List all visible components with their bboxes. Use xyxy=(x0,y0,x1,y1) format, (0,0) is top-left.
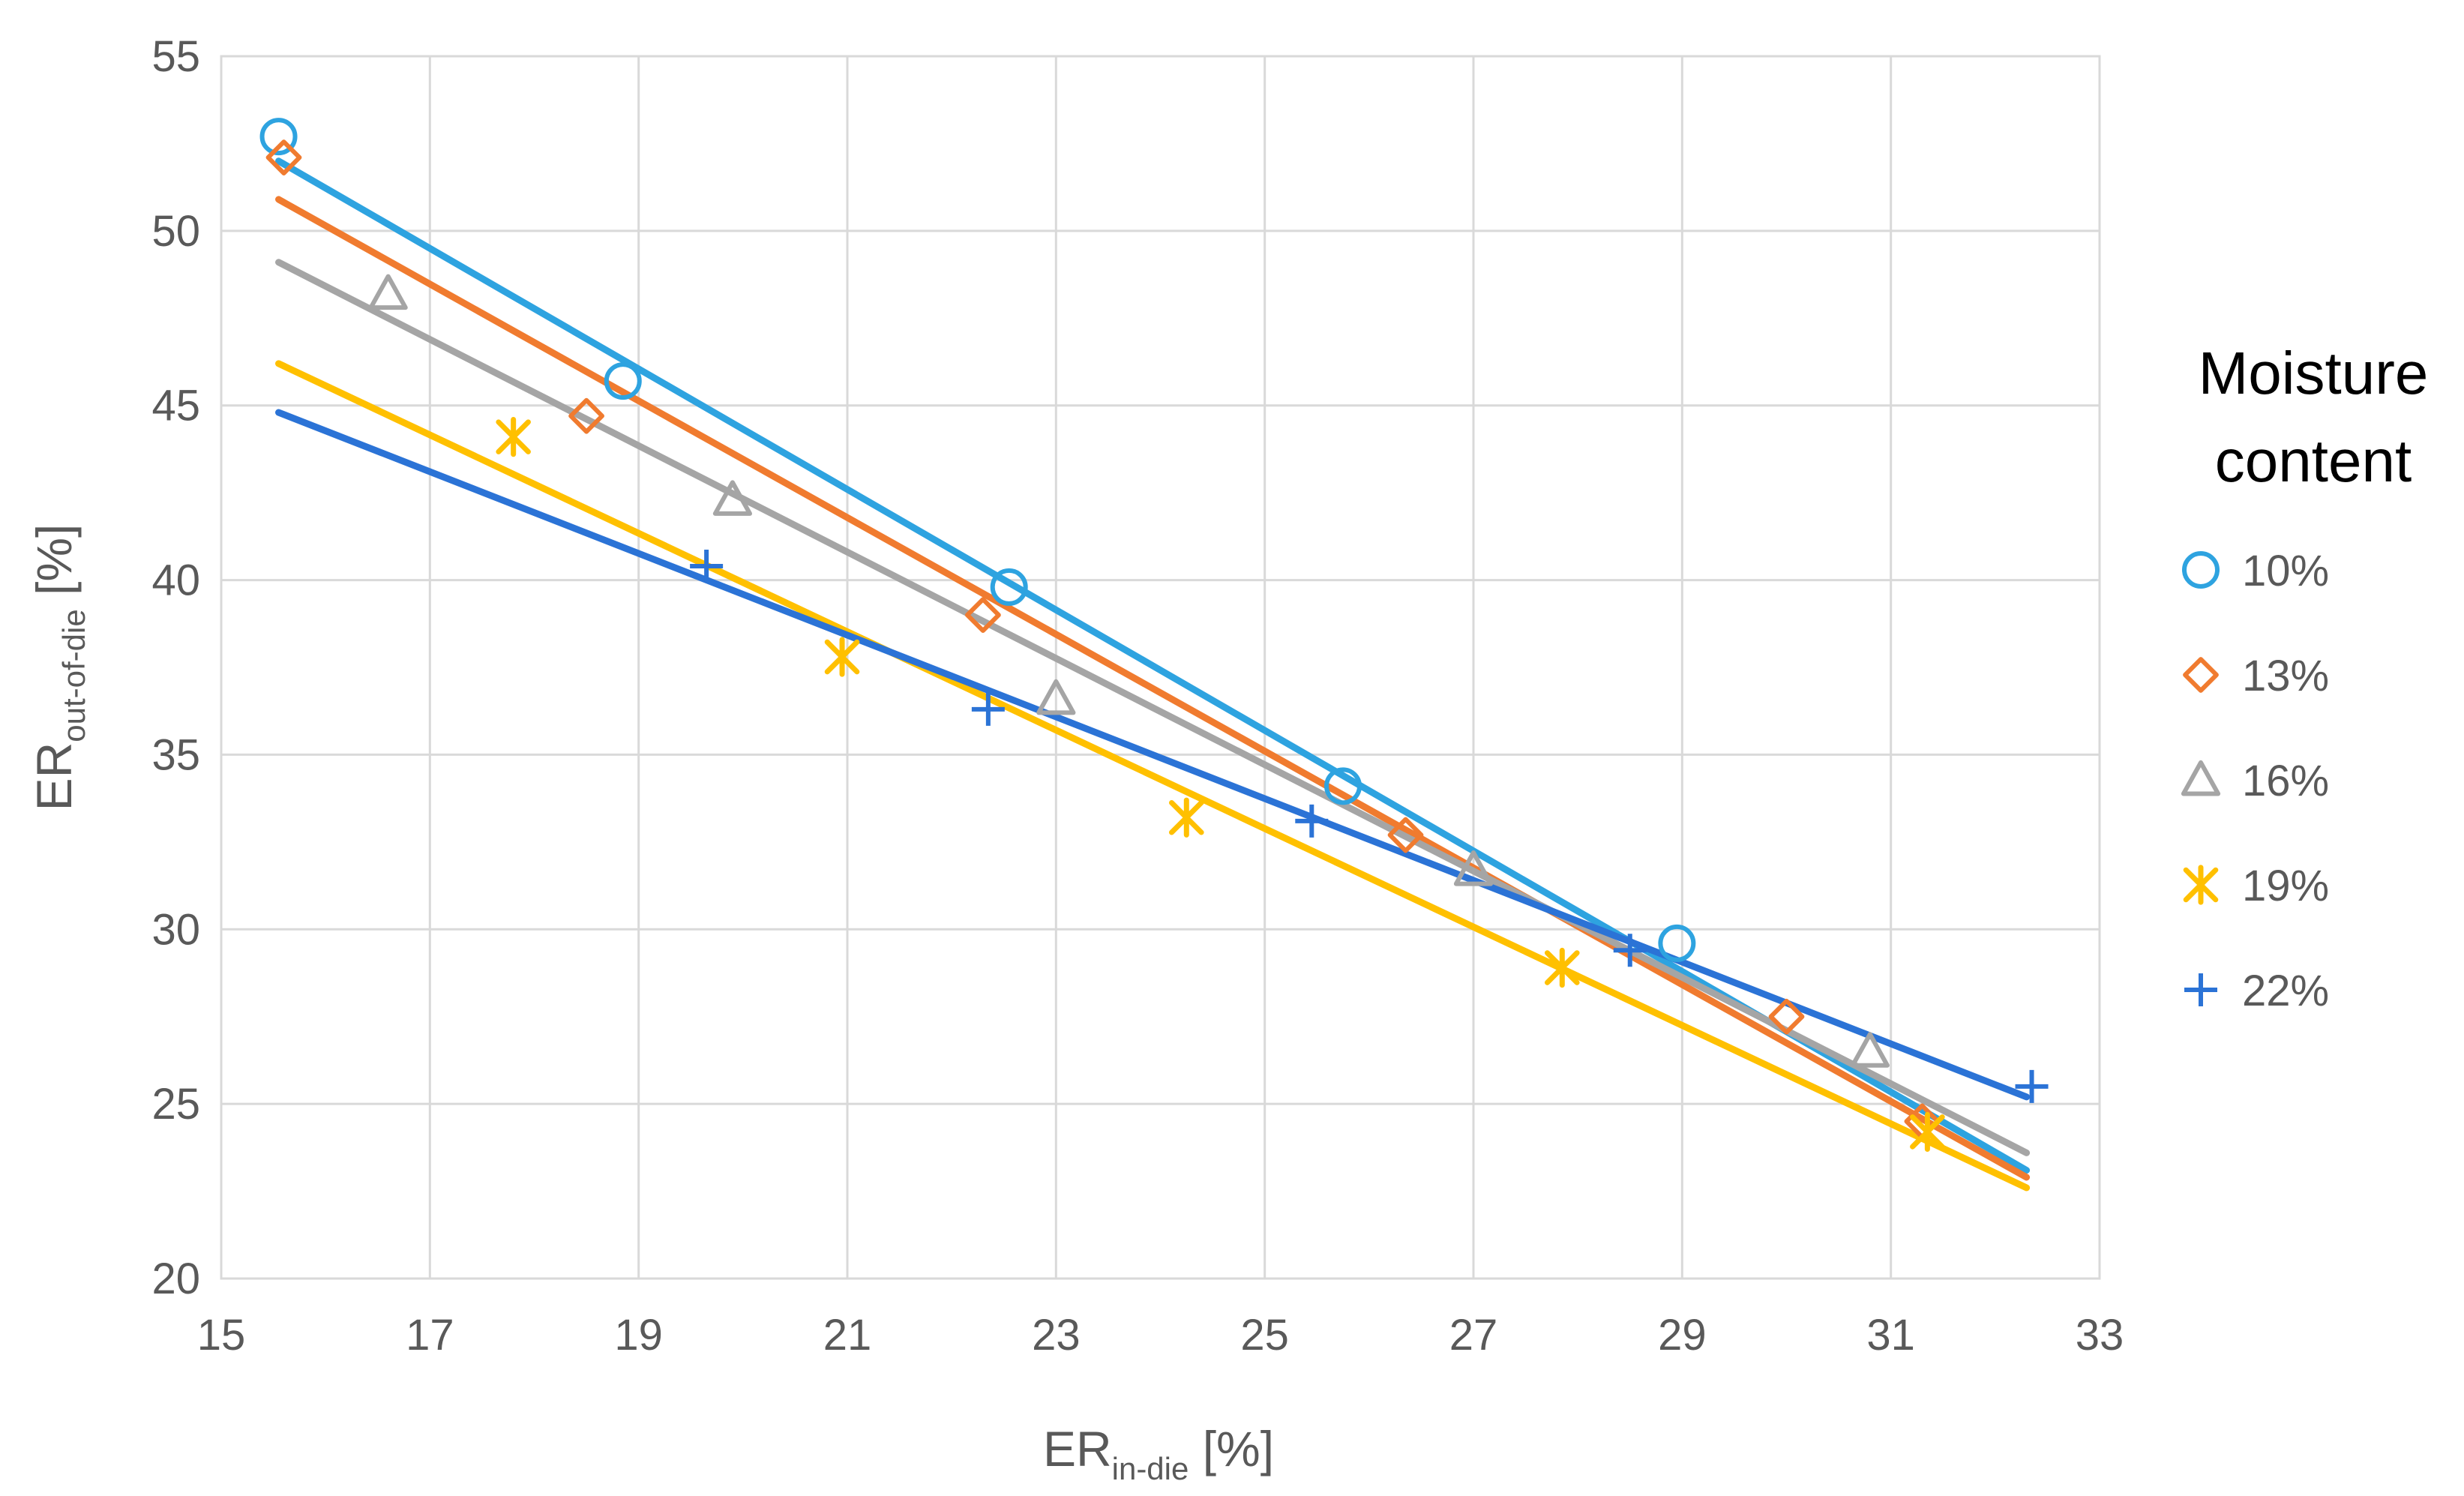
x-tick-label: 29 xyxy=(1658,1311,1707,1360)
y-tick-label: 50 xyxy=(151,207,200,256)
x-axis-ticks: 15 17 19 21 23 25 27 29 31 33 xyxy=(197,1311,2124,1360)
y-axis-label: ERout-of-die [%] xyxy=(26,524,91,811)
data-point-10% xyxy=(604,362,642,400)
y-tick-label: 45 xyxy=(151,382,200,430)
x-tick-label: 19 xyxy=(614,1311,663,1360)
data-point-13% xyxy=(1387,817,1424,853)
legend-label-16%: 16% xyxy=(2242,757,2329,805)
legend-marker-16% xyxy=(2181,760,2221,796)
legend-items: 10% 13% 16% 19% 22% xyxy=(2181,547,2329,1015)
data-point-10% xyxy=(1658,924,1696,962)
data-point-22% xyxy=(1295,804,1329,838)
x-axis-label: ERin-die [%] xyxy=(1043,1421,1274,1486)
data-point-19% xyxy=(1544,947,1580,988)
data-point-16% xyxy=(1036,679,1076,715)
legend-marker-10% xyxy=(2182,551,2220,589)
x-tick-label: 31 xyxy=(1866,1311,1915,1360)
data-point-16% xyxy=(712,480,753,516)
x-tick-label: 17 xyxy=(406,1311,454,1360)
data-point-19% xyxy=(1168,797,1204,838)
y-tick-label: 20 xyxy=(151,1255,200,1303)
data-point-10% xyxy=(1324,767,1362,805)
plot-area-border xyxy=(220,55,2101,1280)
legend: Moisture content 10% 13% 16% 19% 22% xyxy=(2181,340,2429,1015)
legend-label-13%: 13% xyxy=(2242,652,2329,700)
x-tick-label: 25 xyxy=(1240,1311,1289,1360)
legend-label-10%: 10% xyxy=(2242,547,2329,595)
x-axis-label-unit: [%] xyxy=(1189,1421,1274,1477)
data-point-19% xyxy=(496,417,531,457)
data-point-16% xyxy=(1850,1032,1890,1068)
trendlines xyxy=(275,157,2031,1192)
data-points xyxy=(259,118,2049,1152)
x-tick-label: 21 xyxy=(823,1311,872,1360)
data-point-10% xyxy=(990,568,1028,606)
trendline-19% xyxy=(275,360,2031,1192)
data-point-13% xyxy=(265,139,302,175)
data-point-16% xyxy=(368,274,408,310)
data-point-19% xyxy=(824,637,860,677)
y-tick-label: 30 xyxy=(151,905,200,954)
y-axis-label-unit: [%] xyxy=(26,524,82,610)
x-tick-label: 27 xyxy=(1449,1311,1498,1360)
data-point-16% xyxy=(1453,850,1494,886)
data-point-19% xyxy=(1910,1111,1945,1152)
trendline-22% xyxy=(275,409,2031,1101)
y-tick-label: 55 xyxy=(151,32,200,81)
y-axis-ticks: 20 25 30 35 40 45 50 55 xyxy=(151,32,200,1303)
x-tick-label: 15 xyxy=(197,1311,246,1360)
data-point-13% xyxy=(1768,998,1805,1035)
trendline-13% xyxy=(275,196,2031,1181)
trendline-16% xyxy=(275,259,2031,1156)
y-tick-label: 35 xyxy=(151,730,200,779)
x-axis-label-subscript: in-die xyxy=(1112,1451,1189,1486)
data-point-22% xyxy=(971,692,1005,726)
legend-marker-19% xyxy=(2183,865,2219,905)
legend-marker-13% xyxy=(2183,657,2219,693)
data-point-22% xyxy=(1613,934,1647,967)
x-tick-label: 33 xyxy=(2076,1311,2124,1360)
data-point-22% xyxy=(690,549,724,583)
legend-marker-22% xyxy=(2184,973,2217,1006)
legend-title-line1: Moisture xyxy=(2199,340,2429,406)
data-point-22% xyxy=(2015,1069,2049,1103)
x-axis-label-main: ER xyxy=(1043,1421,1112,1477)
legend-label-19%: 19% xyxy=(2242,862,2329,910)
x-tick-label: 23 xyxy=(1032,1311,1081,1360)
y-tick-label: 40 xyxy=(151,556,200,605)
y-tick-label: 25 xyxy=(151,1080,200,1129)
y-axis-label-main: ER xyxy=(26,742,82,811)
legend-title-line2: content xyxy=(2215,427,2412,494)
data-point-13% xyxy=(568,397,604,434)
legend-label-22%: 22% xyxy=(2242,967,2329,1015)
y-axis-label-subscript: out-of-die xyxy=(56,609,91,742)
data-point-10% xyxy=(259,118,298,156)
data-point-13% xyxy=(965,597,1001,634)
